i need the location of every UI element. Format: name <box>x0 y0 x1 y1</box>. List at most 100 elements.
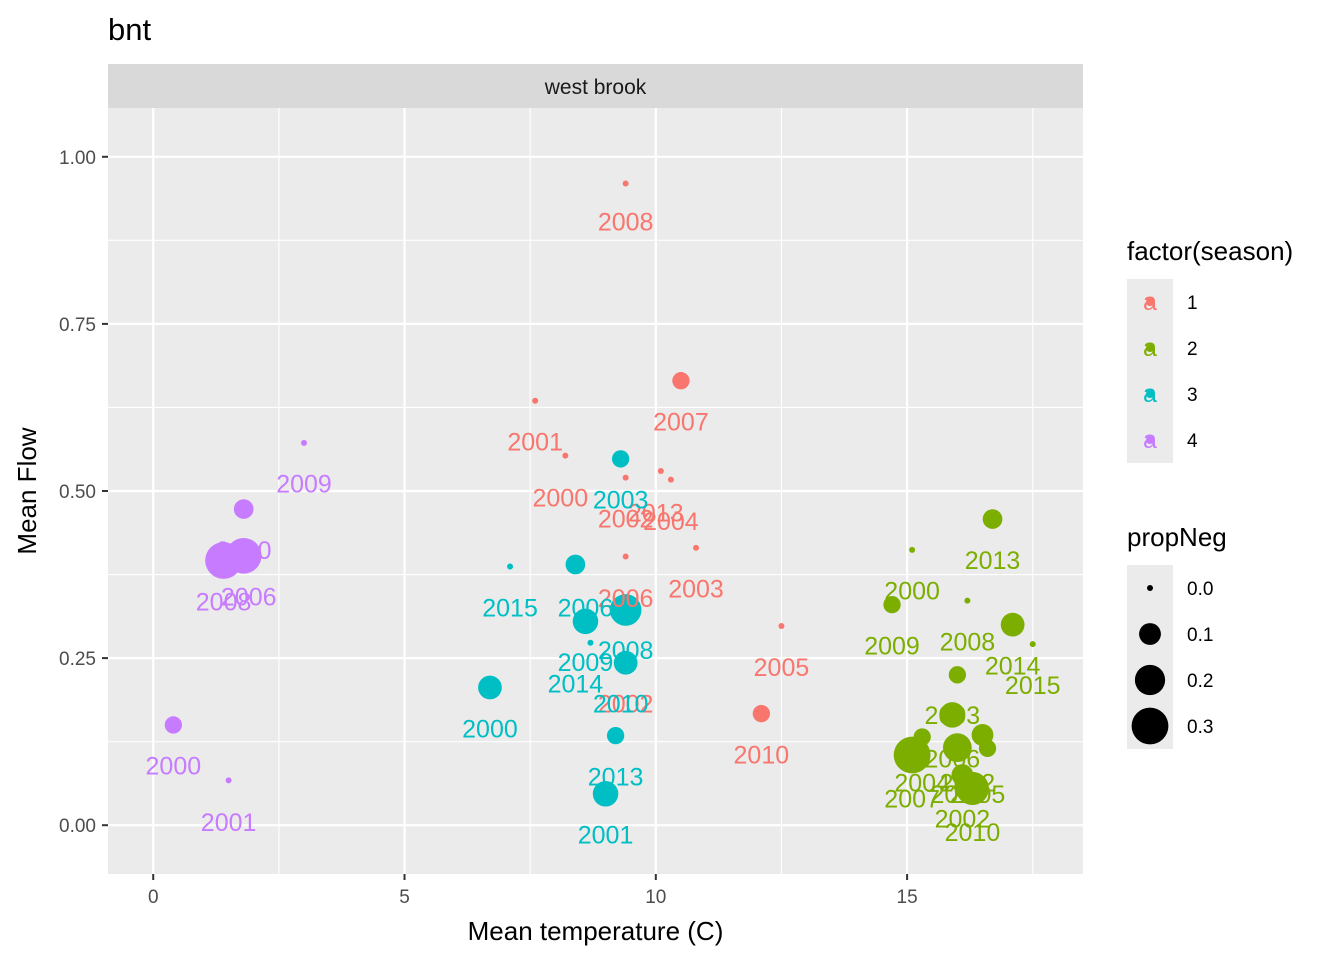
data-point-season-2 <box>978 739 997 757</box>
data-point-season-1 <box>532 397 539 404</box>
data-point-season-3 <box>613 650 638 675</box>
point-label-season-1: 2003 <box>668 576 724 604</box>
data-point-season-2 <box>939 702 966 728</box>
y-axis-title: Mean Flow <box>12 427 42 554</box>
point-label-season-3: 2014 <box>548 671 604 699</box>
point-label-season-1: 2001 <box>507 429 563 457</box>
major-gridlines <box>108 108 1083 874</box>
point-label-season-2: 2011 <box>930 781 984 809</box>
x-axis-title: Mean temperature (C) <box>468 916 724 946</box>
point-label-season-2: 2007 <box>884 785 940 813</box>
point-label-season-3: 2008 <box>598 637 654 665</box>
data-point-season-4 <box>301 439 308 446</box>
y-tick-label: 0.50 <box>59 482 96 503</box>
color-legend-key-point <box>1146 344 1154 352</box>
point-label-season-4: 2008 <box>196 588 252 616</box>
data-point-season-1 <box>622 553 629 560</box>
point-label-season-3: 2015 <box>482 594 538 622</box>
data-point-season-2 <box>964 597 971 604</box>
data-point-season-2 <box>982 509 1003 529</box>
point-label-season-2: 2010 <box>945 819 1001 847</box>
x-tick-label: 15 <box>897 887 918 908</box>
data-point-season-1 <box>778 623 785 630</box>
color-legend-label: 4 <box>1187 431 1198 452</box>
y-tick-label: 0.25 <box>59 649 96 670</box>
color-legend-title: factor(season) <box>1127 236 1293 266</box>
facet-strip-label: west brook <box>544 76 647 99</box>
x-axis: 0 5 10 15 <box>148 874 918 908</box>
color-legend-key-glyph: a <box>1143 334 1157 362</box>
size-legend: propNeg 0.0 0.1 0.2 0.3 <box>1127 522 1227 749</box>
data-point-season-1 <box>562 452 569 459</box>
data-point-season-3 <box>478 675 502 700</box>
point-label-season-1: 2002 <box>598 691 654 719</box>
data-point-season-1 <box>693 544 700 551</box>
point-label-season-1: 2007 <box>653 408 709 436</box>
point-label-season-1: 2002 <box>598 505 654 533</box>
point-label-season-3: 2009 <box>558 649 614 677</box>
data-point-season-4 <box>205 542 243 579</box>
data-point-season-2 <box>893 736 931 774</box>
data-point-season-3 <box>611 450 630 468</box>
facet-strip <box>108 64 1083 108</box>
data-point-season-1 <box>672 372 690 390</box>
point-label-season-2: 2009 <box>864 632 920 660</box>
color-legend: factor(season) a 1 a 2 a 3 a 4 <box>1127 236 1293 463</box>
color-legend-label: 3 <box>1187 385 1198 406</box>
point-label-season-2: 2000 <box>884 578 940 606</box>
data-point-season-2 <box>948 666 967 684</box>
color-legend-key-point <box>1146 436 1154 444</box>
size-legend-label: 0.3 <box>1187 717 1213 738</box>
data-point-season-4 <box>164 716 182 734</box>
point-label-season-3: 2010 <box>593 691 649 719</box>
point-label-season-4: 2001 <box>201 809 257 837</box>
x-tick-label: 10 <box>645 887 666 908</box>
point-label-season-2: 2012 <box>940 769 996 797</box>
point-label-season-2: 2002 <box>935 806 991 834</box>
point-label-season-2: 2014 <box>985 652 1041 680</box>
point-label-season-4: 2010 <box>216 537 272 565</box>
point-label-season-2: 2004 <box>894 769 950 797</box>
data-point-season-1 <box>657 467 664 474</box>
point-label-season-4: 2009 <box>276 471 332 499</box>
point-label-season-3: 2000 <box>462 715 518 743</box>
point-label-season-2: 2005 <box>950 781 1006 809</box>
data-point-season-2 <box>955 771 989 805</box>
point-label-season-1: 2005 <box>754 654 810 682</box>
data-point-season-3 <box>572 608 599 635</box>
size-legend-title: propNeg <box>1127 522 1227 552</box>
data-point-season-1 <box>622 474 629 481</box>
color-legend-label: 2 <box>1187 339 1198 360</box>
point-label-season-3: 2006 <box>558 594 614 622</box>
data-point-season-2 <box>883 595 901 614</box>
point-label-season-4: 2006 <box>221 584 277 612</box>
y-axis: 0.00 0.25 0.50 0.75 1.00 <box>59 148 108 837</box>
y-tick-label: 1.00 <box>59 148 96 169</box>
point-label-season-2: 2008 <box>940 628 996 656</box>
points-layer <box>164 180 1036 807</box>
data-point-season-4 <box>225 777 232 784</box>
point-label-season-2: 2013 <box>965 547 1021 575</box>
point-label-season-2: 2006 <box>925 745 981 773</box>
point-label-season-1: 2010 <box>734 741 790 769</box>
color-legend-key-glyph: a <box>1143 426 1157 454</box>
data-point-season-4 <box>233 499 254 519</box>
data-point-season-2 <box>942 733 972 763</box>
size-legend-key-point <box>1134 664 1166 696</box>
point-label-season-1: 2008 <box>598 209 654 237</box>
size-legend-label: 0.0 <box>1187 579 1213 600</box>
color-legend-label: 1 <box>1187 293 1198 314</box>
data-point-season-1 <box>667 476 674 483</box>
data-point-season-1 <box>622 180 629 187</box>
data-point-season-3 <box>592 781 619 807</box>
point-label-season-1: 2000 <box>533 485 589 513</box>
size-legend-key-point <box>1147 585 1153 591</box>
data-point-season-3 <box>507 563 514 570</box>
size-legend-key-point <box>1131 707 1169 745</box>
point-label-season-3: 2001 <box>578 822 634 850</box>
size-legend-label: 0.2 <box>1187 671 1213 692</box>
data-point-season-1 <box>752 704 771 723</box>
data-point-season-2 <box>1000 612 1025 637</box>
